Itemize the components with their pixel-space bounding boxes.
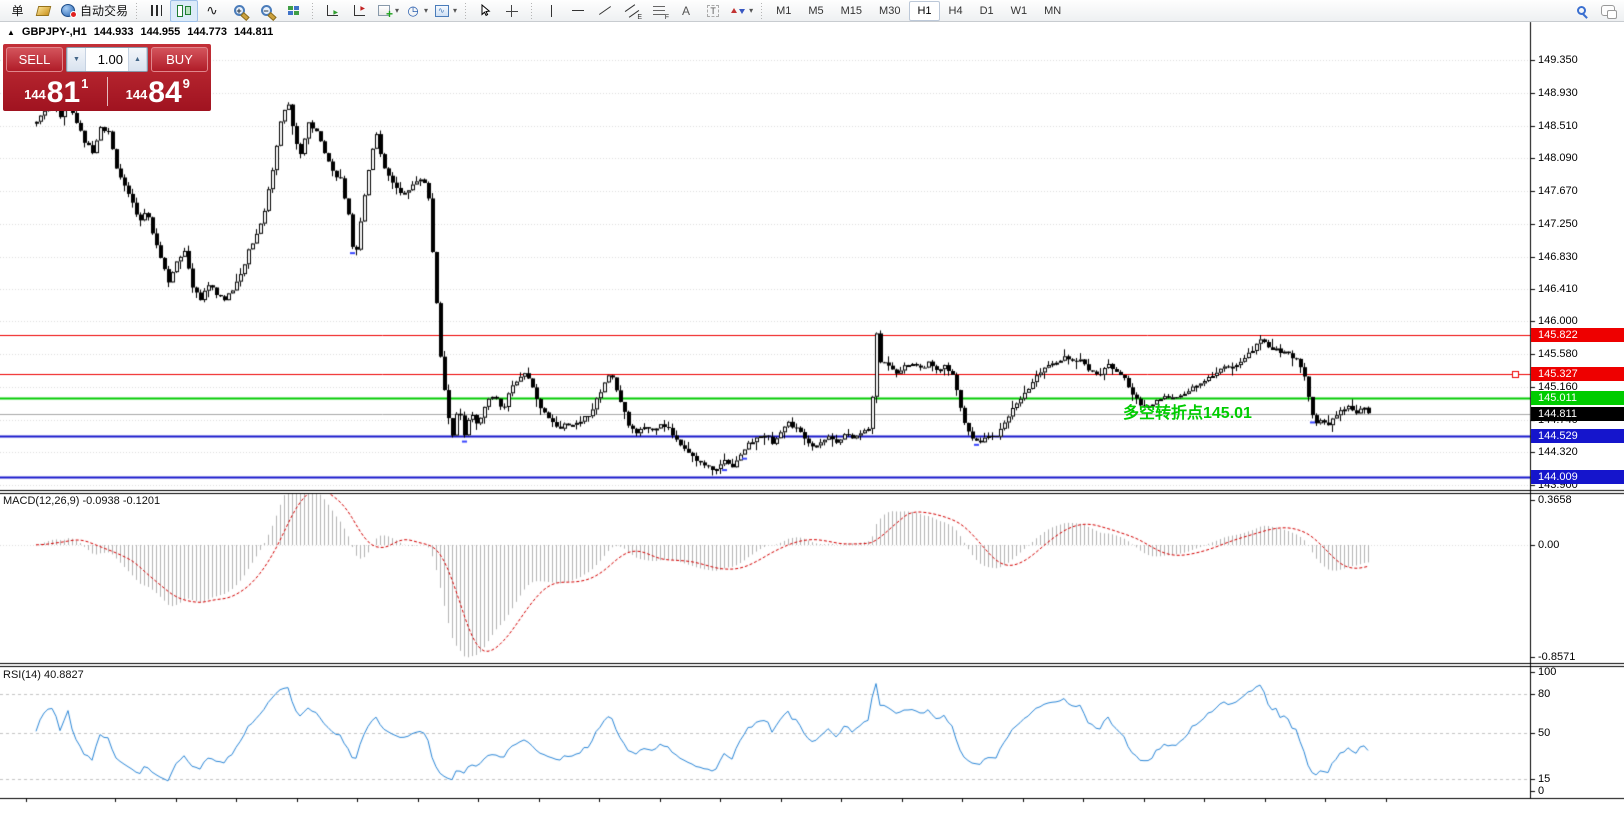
indicators-list-button[interactable]: ▾ (373, 1, 401, 21)
buy-price-big: 84 (148, 76, 182, 109)
crosshair-button[interactable] (499, 1, 525, 21)
dropdown-arrow-icon: ▾ (395, 6, 400, 15)
arrows-icon (729, 3, 747, 19)
autotrading-button[interactable]: 自动交易 (57, 1, 130, 21)
market-watch-icon (34, 3, 52, 19)
volume-increase-button[interactable]: ▲ (128, 48, 147, 71)
text-button[interactable] (673, 1, 699, 21)
bar-chart-button[interactable] (143, 1, 169, 21)
one-click-trading-panel: SELL ▼ 1.00 ▲ BUY 144 81 1 144 84 9 (3, 44, 211, 111)
chart-ohlc-header: ▲ GBPJPY-,H1 144.933 144.955 144.773 144… (7, 26, 273, 38)
timeframe-h1-button[interactable]: H1 (909, 0, 940, 21)
search-icon (1572, 3, 1590, 19)
templates-button[interactable]: ▾ (431, 1, 459, 21)
volume-input[interactable]: 1.00 (97, 52, 123, 67)
timeframe-w1-button[interactable]: W1 (1010, 4, 1028, 17)
text-label-button[interactable] (700, 1, 726, 21)
close-value: 144.811 (234, 26, 274, 38)
timeframe-m15-button[interactable]: M15 (840, 4, 863, 17)
crosshair-icon (503, 3, 521, 19)
templates-icon (433, 3, 451, 19)
periods-icon (404, 3, 422, 19)
timeframe-d1-button[interactable]: D1 (979, 4, 994, 17)
vertical-line-icon (542, 3, 560, 19)
arrows-button[interactable]: ▾ (727, 1, 755, 21)
fibonacci-icon (650, 3, 669, 21)
cursor-button[interactable] (472, 1, 498, 21)
toolbar-separator (310, 2, 316, 19)
sell-price-prefix: 144 (24, 87, 46, 102)
open-value: 144.933 (93, 26, 134, 38)
trendline-button[interactable] (592, 1, 618, 21)
dropdown-arrow-icon: ▾ (749, 6, 754, 15)
horizontal-line-icon (569, 3, 587, 19)
rsi-indicator-label: RSI(14) 40.8827 (3, 669, 84, 681)
auto-scroll-icon (350, 3, 368, 19)
line-chart-icon (203, 3, 221, 19)
toolbar-separator (529, 2, 535, 19)
sell-price-big: 81 (46, 76, 81, 109)
fibonacci-button[interactable] (646, 1, 672, 21)
buy-button[interactable]: BUY (151, 47, 208, 72)
high-value: 144.955 (140, 26, 181, 38)
buy-price[interactable]: 144 84 9 (108, 75, 209, 108)
zoom-in-icon (230, 3, 248, 19)
volume-decrease-button[interactable]: ▼ (67, 48, 86, 71)
buy-price-prefix: 144 (125, 87, 148, 102)
equidistant-channel-button[interactable] (619, 1, 645, 21)
cursor-icon (476, 3, 494, 19)
timeframe-m1-button[interactable]: M1 (776, 4, 792, 17)
price-divider (106, 77, 108, 106)
sell-price-pip: 1 (81, 76, 89, 91)
market-watch-button[interactable] (30, 1, 56, 21)
line-chart-button[interactable] (199, 1, 225, 21)
dropdown-arrow-icon: ▾ (453, 6, 458, 15)
auto-scroll-button[interactable] (346, 1, 372, 21)
search-button[interactable] (1568, 1, 1594, 21)
timeframe-mn-button[interactable]: MN (1044, 4, 1062, 17)
sell-button[interactable]: SELL (6, 47, 63, 72)
indicators-list-icon (375, 3, 393, 21)
zoom-in-button[interactable] (226, 1, 252, 21)
horizontal-line-button[interactable] (565, 1, 591, 21)
equidistant-channel-icon (623, 3, 642, 21)
chat-button[interactable] (1595, 1, 1621, 21)
vertical-line-button[interactable] (538, 1, 564, 21)
toolbar-separator (759, 2, 765, 19)
shift-chart-end-icon (323, 3, 341, 19)
bar-chart-icon (147, 3, 165, 19)
tile-windows-icon (284, 3, 302, 19)
text-icon (677, 3, 695, 19)
timeframe-h4-button[interactable]: H4 (948, 4, 963, 17)
sell-price[interactable]: 144 81 1 (6, 75, 107, 108)
collapse-trade-panel-icon[interactable]: ▲ (7, 27, 15, 37)
pivot-annotation-text: 多空转折点145.01 (1123, 405, 1252, 422)
low-value: 144.773 (187, 26, 228, 38)
trendline-icon (596, 3, 614, 19)
shift-chart-end-button[interactable] (319, 1, 345, 21)
zoom-out-icon (257, 3, 275, 19)
zoom-out-button[interactable] (253, 1, 279, 21)
symbol-label: GBPJPY-,H1 (21, 26, 87, 38)
toolbar: 单 自动交易 ▾ ▾ ▾ ▾ M1 M5 M15 M30 H1 H4 D1 W1 MN (0, 0, 1624, 22)
tile-windows-button[interactable] (280, 1, 306, 21)
toolbar-separator (134, 2, 140, 19)
candlestick-chart-icon (175, 3, 193, 19)
text-label-icon (704, 3, 722, 19)
new-order-button[interactable]: 单 (11, 4, 24, 18)
candlestick-chart-button[interactable] (170, 0, 199, 22)
timeframe-m30-button[interactable]: M30 (879, 4, 901, 17)
timeframe-m5-button[interactable]: M5 (808, 4, 824, 17)
macd-indicator-label: MACD(12,26,9) -0.0938 -0.1201 (3, 495, 161, 507)
periods-button[interactable]: ▾ (402, 1, 430, 21)
toolbar-separator (463, 2, 469, 19)
dropdown-arrow-icon: ▾ (424, 6, 429, 15)
autotrading-icon (59, 3, 77, 19)
buy-price-pip: 9 (182, 76, 190, 91)
chat-icon (1599, 3, 1617, 19)
volume-control: ▼ 1.00 ▲ (66, 47, 148, 72)
